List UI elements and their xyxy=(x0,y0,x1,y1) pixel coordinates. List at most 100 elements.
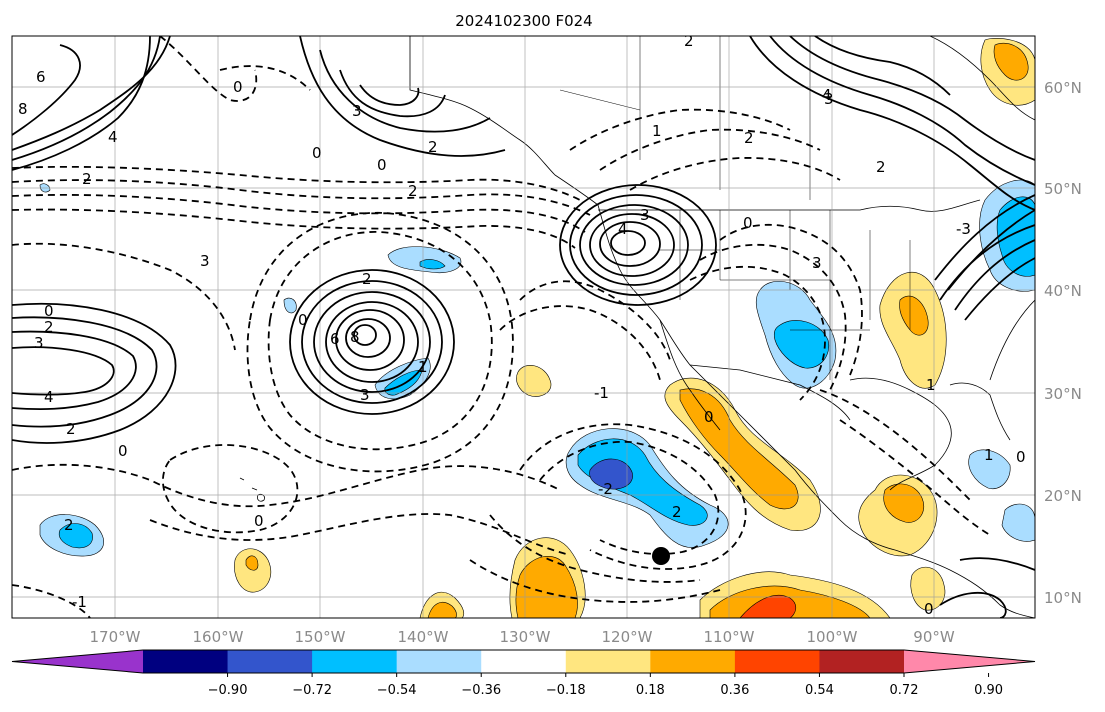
contour-label-4-northwest-us: 4 xyxy=(618,220,628,238)
negative-anomaly-southwest-us-core xyxy=(773,320,830,369)
high-contour-45n-122w-e xyxy=(599,221,661,267)
colorbar-tick-label: 0.72 xyxy=(890,683,919,698)
high-contour-ne-c xyxy=(789,36,1035,161)
high-contour-west-edge-b xyxy=(12,316,158,428)
contour-label-4-ne: 4 xyxy=(822,86,832,104)
contour-label-neg2-storm: -2 xyxy=(598,480,613,498)
positive-anomaly-160w-core xyxy=(245,555,259,571)
contour-label-0-subtropics: 0 xyxy=(118,442,128,460)
high-contour-45n-122w-c xyxy=(579,204,689,286)
neg-contour-nw-dash xyxy=(159,36,258,102)
neg-contour-us-b xyxy=(699,243,847,391)
contour-label-3-west: 3 xyxy=(200,252,210,270)
lat-label-50n: 50°N xyxy=(1044,180,1082,198)
contour-label-0-south-east: 0 xyxy=(924,600,934,618)
contour-label-neg1-canada: 1 xyxy=(652,122,662,140)
high-contour-nw-b xyxy=(12,36,161,161)
contour-label-2-arctic: 2 xyxy=(684,32,694,50)
lon-label-140w: 140°W xyxy=(398,628,449,646)
florida-and-east-coast xyxy=(949,299,1035,441)
contour-label-0-pacific: 0 xyxy=(377,156,387,174)
negative-anomaly-caribbean-east xyxy=(1001,503,1035,542)
neg-contour-storm-c xyxy=(489,514,701,583)
high-contour-ne-a xyxy=(749,36,1035,211)
high-contour-35n-150w-d xyxy=(325,301,419,383)
negative-anomaly-small-155w xyxy=(283,297,297,314)
map-title: 2024102300 F024 xyxy=(455,12,592,30)
hawaii-islands xyxy=(239,477,265,502)
positive-anomaly-140w-core xyxy=(427,602,457,618)
positive-anomaly-equatorial-west-core xyxy=(515,556,578,618)
neg-contour-subtropics-b xyxy=(149,513,571,556)
greenland-edge xyxy=(929,36,1035,121)
contour-label-0: 0 xyxy=(312,144,322,162)
high-contour-aleutian-b xyxy=(319,49,491,133)
contour-label-0-mexico: 0 xyxy=(704,408,714,426)
high-contour-west-edge-d xyxy=(12,346,115,396)
high-contour-west-edge-c xyxy=(12,330,137,410)
negative-anomaly-north-pacific-east-core xyxy=(419,259,446,270)
contour-label-2-west: 2 xyxy=(82,170,92,188)
contour-label-neg3-east: -3 xyxy=(956,220,971,238)
lon-label-110w: 110°W xyxy=(704,628,755,646)
contour-label-0-cyclone: 0 xyxy=(298,311,308,329)
neg-contour-canada-b xyxy=(599,128,821,171)
contour-label-4-west-high: 4 xyxy=(44,388,54,406)
longitude-labels: 170°W 160°W 150°W 140°W 130°W 120°W 110°… xyxy=(90,628,955,646)
positive-anomaly-south-pacific-peak xyxy=(739,594,797,618)
baja-california xyxy=(659,319,721,431)
colorbar-tick-label: 0.18 xyxy=(636,683,665,698)
high-contour-ne-b xyxy=(769,36,1035,186)
map-frame xyxy=(11,35,1036,619)
negative-anomaly-caribbean-north xyxy=(968,449,1011,490)
neg-contour-cyclone-ring-b xyxy=(246,212,514,473)
neg-contour-east-pacific-b xyxy=(499,305,661,381)
contour-label-3-cyclone: 3 xyxy=(360,386,370,404)
high-contour-aleutian-d xyxy=(359,84,420,106)
neg-contour-us-c xyxy=(689,265,826,401)
lat-label-60n: 60°N xyxy=(1044,79,1082,97)
lon-label-100w: 100°W xyxy=(807,628,858,646)
colorbar-segment xyxy=(650,650,736,673)
contour-label-0-us: 0 xyxy=(743,214,753,232)
contour-label-neg1-southwest: -1 xyxy=(72,593,87,611)
contour-label-2: 2 xyxy=(428,138,438,156)
colorbar-tick-label: 0.54 xyxy=(805,683,834,698)
high-contour-aleutian-c xyxy=(339,69,446,118)
positive-contours xyxy=(12,36,1035,618)
colorbar-tick-label: −0.72 xyxy=(292,683,332,698)
lat-label-20n: 20°N xyxy=(1044,487,1082,505)
high-contour-35n-150w-b xyxy=(301,280,443,404)
lon-label-150w: 150°W xyxy=(295,628,346,646)
contour-label-2-pacific: 2 xyxy=(408,182,418,200)
contour-label-0-hawaii: 0 xyxy=(254,512,264,530)
high-contour-central-america xyxy=(959,557,1035,571)
neg-contour-cyclone-ring-a xyxy=(267,231,493,451)
lon-label-90w: 90°W xyxy=(913,628,955,646)
neg-contour-gulf-b xyxy=(839,419,991,536)
contour-label-2-canada: 2 xyxy=(744,129,754,147)
neg-contour-west-pacific xyxy=(12,242,236,351)
contour-label-neg1-storm: -1 xyxy=(594,384,609,402)
colorbar-segment xyxy=(819,650,905,673)
colorbar-tick-label: −0.54 xyxy=(377,683,417,698)
high-contour-35n-150w-g xyxy=(353,324,377,346)
colorbar-tick-label: −0.18 xyxy=(546,683,586,698)
colorbar-tick-label: 0.36 xyxy=(720,683,749,698)
high-contour-35n-150w-e xyxy=(335,309,405,371)
contour-label-4: 4 xyxy=(108,128,118,146)
state-lines xyxy=(660,210,911,380)
high-contour-45n-122w-a xyxy=(559,184,717,306)
colorbar-tick-label: −0.36 xyxy=(461,683,501,698)
neg-contour-storm-a xyxy=(519,423,747,570)
high-contour-45n-122w-d xyxy=(589,213,675,277)
neg-contour-subtropics-c xyxy=(12,584,91,618)
contour-label-3: 3 xyxy=(352,102,362,120)
gridlines xyxy=(12,36,1035,618)
high-contour-us-east-a xyxy=(939,224,1035,301)
high-contour-aleutian-a xyxy=(299,36,506,157)
contour-label-2-west-high: 2 xyxy=(44,318,54,336)
positive-anomaly-mexico-core xyxy=(679,388,799,510)
neg-contour-gulf xyxy=(819,389,971,501)
